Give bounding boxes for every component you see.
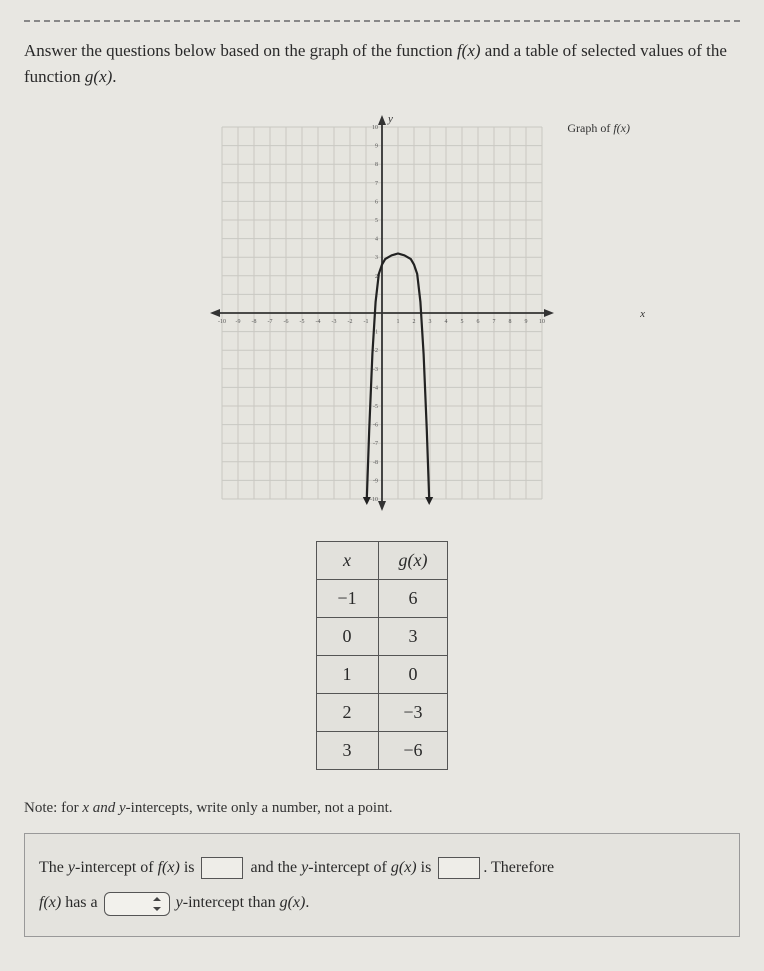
table-row: 03 xyxy=(316,618,448,656)
svg-text:6: 6 xyxy=(477,319,480,325)
note-text: Note: for x and y-intercepts, write only… xyxy=(24,800,740,817)
svg-text:2: 2 xyxy=(413,319,416,325)
svg-text:10: 10 xyxy=(539,319,545,325)
svg-text:-7: -7 xyxy=(268,319,273,325)
svg-text:3: 3 xyxy=(429,319,432,325)
svg-text:10: 10 xyxy=(372,125,378,131)
cell-x: 3 xyxy=(316,732,378,770)
prompt-text: . xyxy=(112,67,116,86)
cell-gx: 0 xyxy=(378,656,448,694)
svg-text:-8: -8 xyxy=(252,319,257,325)
cell-gx: −6 xyxy=(378,732,448,770)
svg-text:-9: -9 xyxy=(236,319,241,325)
cell-x: 0 xyxy=(316,618,378,656)
svg-text:-3: -3 xyxy=(373,367,378,373)
graph-container: y x Graph of f(x) -10 -9 -8 -7 -6 -5 -4 -3 -2 -1 1… xyxy=(24,113,740,513)
function-graph: -10 -9 -8 -7 -6 -5 -4 -3 -2 -1 1 2 3 4 5 6 7 8 9 10 -10 -9 -8 -… xyxy=(162,113,602,513)
svg-text:5: 5 xyxy=(375,218,378,224)
svg-text:-7: -7 xyxy=(373,441,378,447)
svg-text:5: 5 xyxy=(461,319,464,325)
svg-text:-5: -5 xyxy=(373,404,378,410)
svg-text:7: 7 xyxy=(375,181,378,187)
svg-text:9: 9 xyxy=(525,319,528,325)
svg-text:8: 8 xyxy=(375,162,378,168)
svg-text:-3: -3 xyxy=(332,319,337,325)
col-x-header: x xyxy=(316,542,378,580)
svg-text:-6: -6 xyxy=(284,319,289,325)
table-header-row: x g(x) xyxy=(316,542,448,580)
svg-text:-8: -8 xyxy=(373,460,378,466)
svg-text:4: 4 xyxy=(375,237,378,243)
svg-text:4: 4 xyxy=(445,319,448,325)
g-yintercept-input[interactable] xyxy=(438,857,480,879)
svg-text:-2: -2 xyxy=(348,319,353,325)
svg-text:3: 3 xyxy=(375,255,378,261)
svg-text:-5: -5 xyxy=(300,319,305,325)
answer-line-1: The y-intercept of f(x) is and the y-int… xyxy=(39,850,725,885)
cell-x: 1 xyxy=(316,656,378,694)
cell-gx: −3 xyxy=(378,694,448,732)
x-axis-label: x xyxy=(640,308,645,320)
svg-text:-10: -10 xyxy=(218,319,226,325)
prompt-text: Answer the questions below based on the … xyxy=(24,41,457,60)
cell-gx: 6 xyxy=(378,580,448,618)
fn-g: g(x) xyxy=(85,67,112,86)
svg-text:-4: -4 xyxy=(316,319,321,325)
cell-x: 2 xyxy=(316,694,378,732)
table-row: 2−3 xyxy=(316,694,448,732)
table-row: −16 xyxy=(316,580,448,618)
fn-f: f(x) xyxy=(457,41,481,60)
g-values-table: x g(x) −1603102−33−6 xyxy=(316,541,449,770)
section-divider xyxy=(24,20,740,22)
svg-text:-1: -1 xyxy=(364,319,369,325)
col-gx-header: g(x) xyxy=(378,542,448,580)
svg-text:8: 8 xyxy=(509,319,512,325)
answer-line-2: f(x) has a y-intercept than g(x). xyxy=(39,885,725,920)
comparison-select[interactable] xyxy=(104,892,170,916)
cell-x: −1 xyxy=(316,580,378,618)
svg-text:-6: -6 xyxy=(373,423,378,429)
svg-text:-4: -4 xyxy=(373,385,378,391)
svg-text:9: 9 xyxy=(375,144,378,150)
y-axis-label: y xyxy=(388,113,393,125)
svg-text:-10: -10 xyxy=(370,497,378,503)
svg-text:1: 1 xyxy=(397,319,400,325)
question-prompt: Answer the questions below based on the … xyxy=(24,38,740,89)
table-row: 3−6 xyxy=(316,732,448,770)
answer-region: The y-intercept of f(x) is and the y-int… xyxy=(24,833,740,937)
table-row: 10 xyxy=(316,656,448,694)
f-yintercept-input[interactable] xyxy=(201,857,243,879)
svg-text:7: 7 xyxy=(493,319,496,325)
graph-title: Graph of f(x) xyxy=(567,121,630,136)
cell-gx: 3 xyxy=(378,618,448,656)
svg-text:-9: -9 xyxy=(373,478,378,484)
svg-text:6: 6 xyxy=(375,199,378,205)
